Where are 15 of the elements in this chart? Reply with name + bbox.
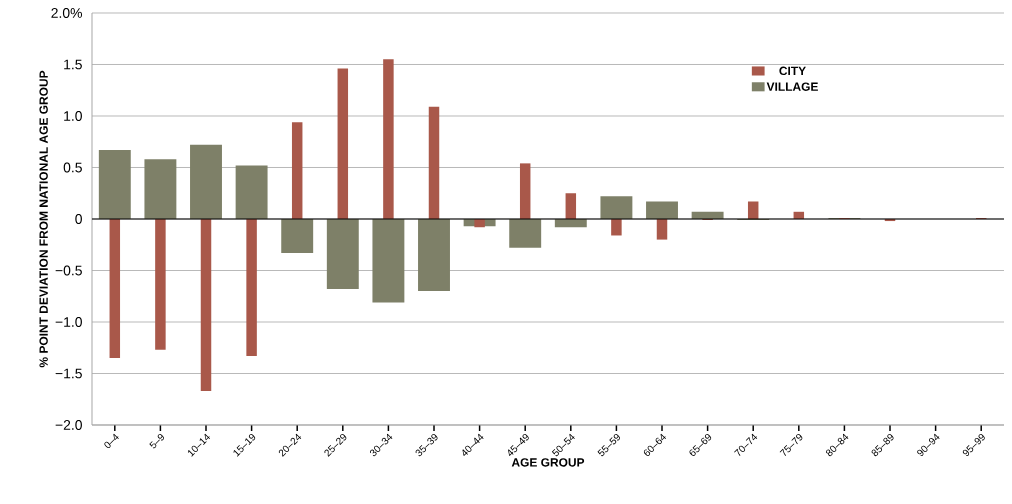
y-tick-label: 2.0% bbox=[51, 8, 83, 18]
x-tick-label: 0–4 bbox=[104, 433, 119, 449]
y-axis-title: % POINT DEVIATION FROM NATIONAL AGE GROUP bbox=[39, 70, 48, 368]
y-tick-label: 1.0 bbox=[64, 111, 82, 121]
y-tick-label: −0.5 bbox=[55, 265, 82, 276]
x-axis-title: AGE GROUP bbox=[511, 458, 585, 467]
y-tick-label: 0 bbox=[75, 214, 82, 224]
y-tick-label: −1.5 bbox=[55, 368, 82, 379]
legend-label: CITY bbox=[779, 66, 806, 76]
y-tick-label: 0.5 bbox=[63, 162, 82, 173]
y-tick-label: 1.5 bbox=[64, 59, 82, 70]
legend-label: VILLAGE bbox=[766, 82, 818, 91]
y-tick-label: −1.0 bbox=[55, 317, 82, 327]
y-tick-label: −2.0 bbox=[55, 420, 82, 430]
x-tick-label: 5–9 bbox=[149, 433, 164, 449]
